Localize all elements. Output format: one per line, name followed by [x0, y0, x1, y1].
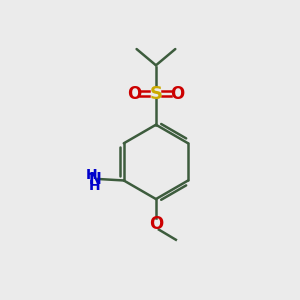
- Text: O: O: [128, 85, 142, 103]
- Text: N: N: [88, 172, 101, 187]
- Text: H: H: [85, 167, 97, 182]
- Text: H: H: [89, 179, 101, 194]
- Text: O: O: [149, 215, 163, 233]
- Text: O: O: [170, 85, 184, 103]
- Text: S: S: [149, 85, 162, 103]
